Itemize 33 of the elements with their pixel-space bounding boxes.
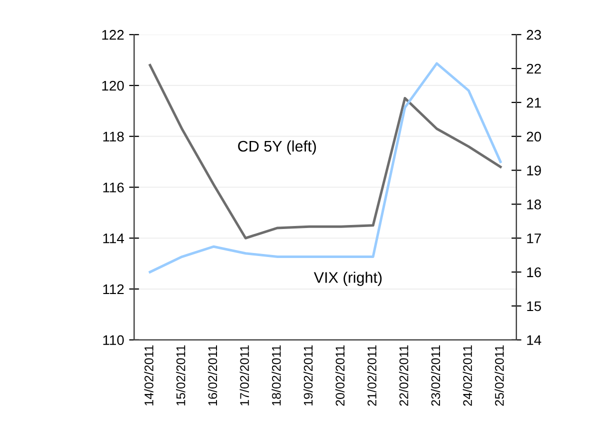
x-tick-label: 22/02/2011	[399, 345, 408, 406]
x-tick-label: 16/02/2011	[208, 345, 218, 406]
y2-tick-label: 18	[527, 200, 541, 210]
line-series	[148, 64, 502, 240]
y2-tick-label: 20	[526, 132, 542, 142]
y2-tick-label: 15	[527, 301, 542, 312]
y2-tick-label: 22	[526, 64, 541, 74]
x-tick-label: 18/02/2011	[272, 345, 281, 406]
series-label: VIX (right)	[314, 272, 382, 286]
x-tick-label: 25/02/2011	[494, 345, 504, 406]
x-tick-label: 14/02/2011	[144, 345, 154, 406]
y-tick-label: 116	[103, 182, 124, 192]
y2-tick-label: 19	[527, 166, 541, 176]
line-series	[148, 62, 502, 274]
x-tick-label: 23/02/2011	[430, 345, 440, 406]
x-tick-label: 21/02/2011	[367, 345, 376, 406]
y-tick-label: 112	[103, 284, 124, 294]
x-tick-label: 20/02/2011	[335, 345, 345, 406]
x-tick-label: 19/02/2011	[303, 345, 313, 406]
y-tick-label: 122	[102, 30, 124, 40]
y2-tick-label: 16	[527, 267, 541, 278]
y-tick-label: 110	[103, 335, 124, 346]
y2-tick-label: 14	[527, 335, 542, 345]
y2-tick-label: 21	[526, 98, 541, 108]
y-tick-label: 120	[102, 80, 124, 91]
x-tick-label: 17/02/2011	[240, 345, 249, 406]
y2-tick-label: 23	[526, 30, 541, 40]
x-tick-label: 24/02/2011	[462, 345, 472, 406]
y-tick-label: 114	[103, 234, 124, 244]
x-tick-label: 15/02/2011	[176, 345, 186, 406]
y-tick-label: 118	[103, 132, 124, 142]
y2-tick-label: 17	[527, 234, 541, 244]
text: CD 5Y (left)	[238, 140, 316, 155]
